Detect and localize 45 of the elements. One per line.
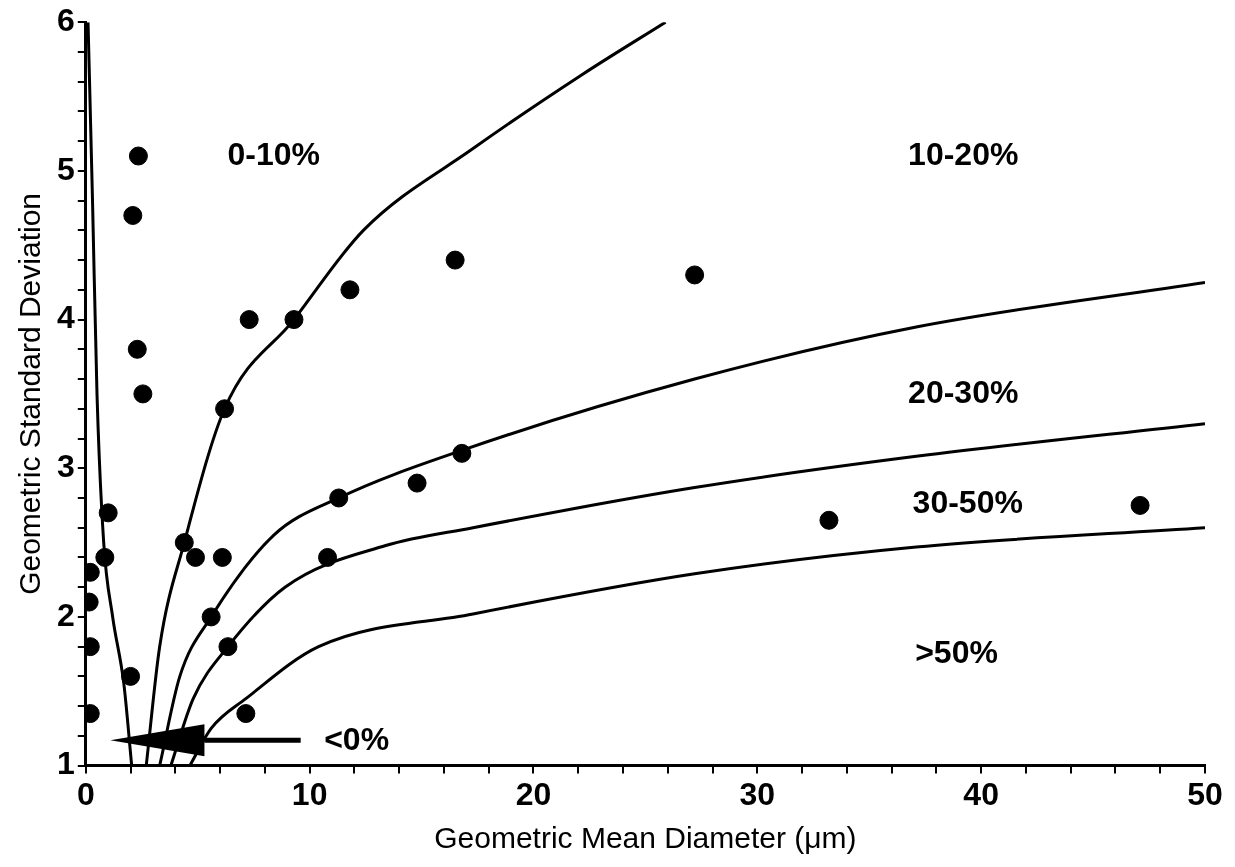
point [128, 146, 148, 166]
x-tick-label: 10 [291, 775, 328, 812]
x-tick-label: 50 [1187, 775, 1223, 812]
x-tick-label: 30 [739, 775, 776, 812]
point [318, 547, 338, 567]
point [215, 399, 235, 419]
y-axis-title: Geometric Standard Deviation [13, 192, 47, 595]
point [212, 547, 232, 567]
annotation: 10-20% [908, 135, 1019, 172]
point [174, 533, 194, 553]
y-tick-label: 3 [57, 448, 75, 485]
point [95, 547, 115, 567]
x-axis-title: Geometric Mean Diameter (μm) [434, 821, 857, 855]
x-tick-label: 0 [76, 775, 95, 812]
point [127, 339, 147, 359]
point [185, 547, 205, 567]
point [407, 473, 427, 493]
point [201, 607, 221, 627]
x-tick-label: 40 [963, 775, 999, 812]
point [685, 265, 705, 285]
point [452, 443, 472, 463]
x-tick-label: 20 [515, 775, 552, 812]
annotation: >50% [915, 633, 998, 670]
y-tick-label: 4 [57, 299, 75, 336]
point [1130, 495, 1150, 515]
annotation: 0-10% [227, 135, 321, 172]
point [98, 503, 118, 523]
point [133, 384, 153, 404]
point [218, 637, 238, 657]
annotation: 30-50% [912, 483, 1023, 520]
point [236, 704, 256, 724]
point [329, 488, 349, 508]
point [239, 310, 259, 330]
annotation: <0% [324, 720, 390, 757]
point [284, 310, 304, 330]
point [340, 280, 360, 300]
point [445, 250, 465, 270]
y-tick-label: 2 [57, 596, 75, 633]
point [819, 510, 839, 530]
y-tick-label: 5 [57, 150, 75, 187]
annotation: 20-30% [908, 373, 1019, 410]
point [123, 205, 143, 225]
y-tick-label: 6 [57, 2, 75, 39]
y-tick-label: 1 [57, 745, 75, 782]
point [121, 666, 141, 686]
